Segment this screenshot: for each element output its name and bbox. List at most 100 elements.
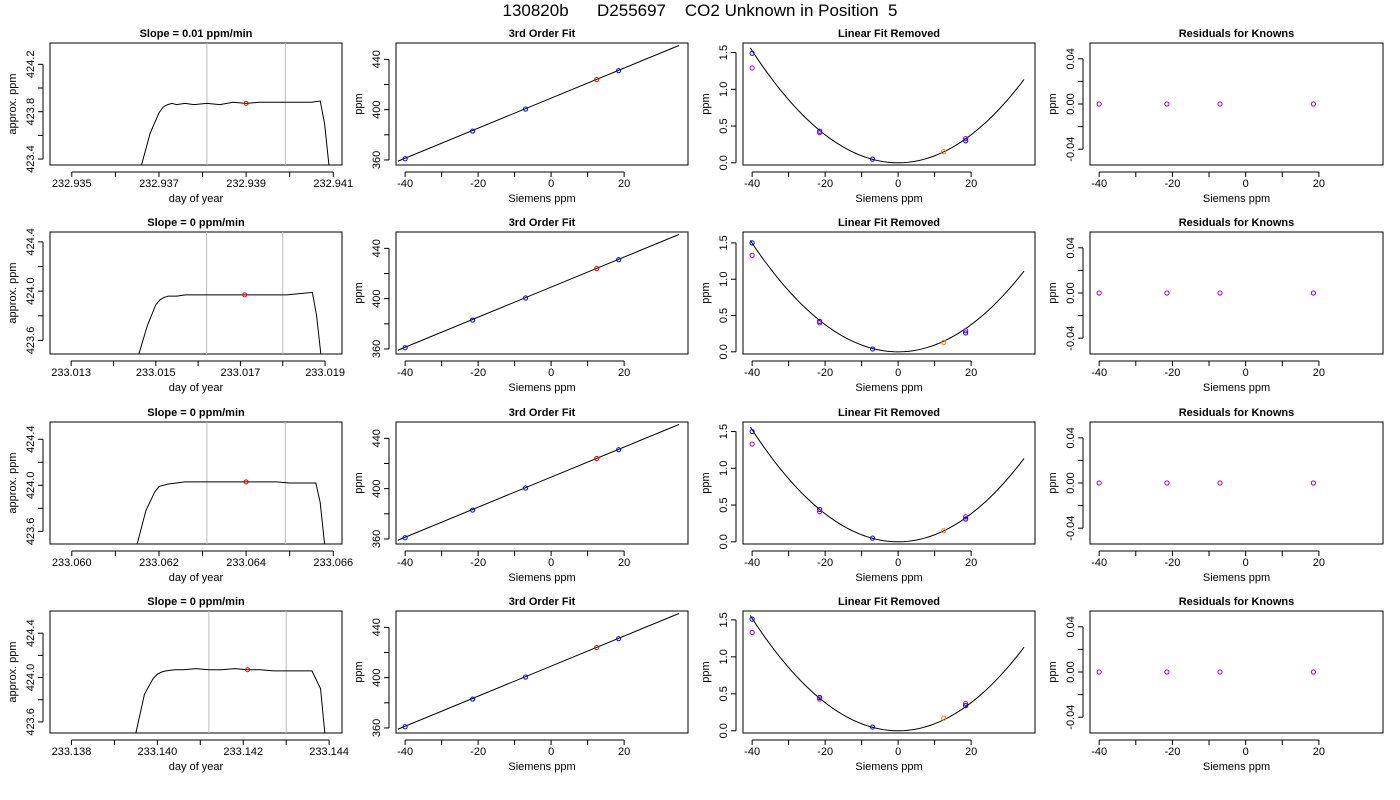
x-tick-label: -20 — [1164, 746, 1180, 758]
y-tick-label: 1.0 — [718, 82, 730, 97]
data-point — [869, 724, 876, 730]
x-axis-label: day of year — [169, 193, 224, 205]
panel-known-2: Residuals for Knowns Siemens ppm ppm -40 -20… — [1047, 217, 1384, 394]
y-tick-label: 0.04 — [1065, 48, 1077, 69]
data-point — [616, 447, 622, 453]
panel-title: Linear Fit Removed — [838, 217, 940, 229]
panel-title: 3rd Order Fit — [509, 407, 576, 419]
x-tick-label: -40 — [397, 557, 413, 569]
data-point — [1164, 480, 1170, 486]
data-point — [817, 130, 823, 136]
x-axis-label: Siemens ppm — [855, 193, 922, 205]
x-axis-label: Siemens ppm — [1203, 761, 1270, 773]
x-axis-label: Siemens ppm — [855, 761, 922, 773]
y-axis-label: ppm — [1047, 661, 1059, 682]
plot-frame — [395, 42, 689, 166]
data-point — [869, 156, 876, 162]
y-axis-label: ppm — [1047, 282, 1059, 303]
x-axis-label: Siemens ppm — [508, 572, 575, 584]
data-point — [749, 240, 755, 246]
y-axis-label: ppm — [353, 661, 365, 682]
plot-frame — [49, 231, 343, 355]
y-tick-label: -0.04 — [1065, 705, 1077, 730]
data-point — [594, 644, 600, 651]
y-axis-label: ppm — [1047, 93, 1059, 114]
panel-title: Residuals for Knowns — [1179, 407, 1295, 419]
data-point — [817, 696, 823, 702]
x-tick-label: 233.144 — [309, 746, 349, 758]
panel-title: 3rd Order Fit — [509, 217, 576, 229]
data-point — [402, 724, 408, 730]
x-tick-label: 232.939 — [226, 178, 266, 190]
data-point — [470, 128, 476, 134]
panel-title: Linear Fit Removed — [838, 28, 940, 40]
x-tick-label: -40 — [1091, 557, 1107, 569]
y-tick-label: 1.0 — [718, 649, 730, 664]
x-tick-label: 232.937 — [139, 178, 179, 190]
y-tick-label: 440 — [371, 618, 383, 636]
data-point — [963, 516, 969, 522]
y-tick-label: 0.0 — [718, 344, 730, 359]
x-tick-label: -20 — [817, 557, 833, 569]
y-tick-label: 0.00 — [1065, 93, 1077, 114]
y-tick-label: -0.04 — [1065, 516, 1077, 541]
figure-title: 130820b D255697 CO2 Unknown in Position … — [502, 1, 898, 20]
quadratic-curve — [749, 240, 1025, 353]
y-tick-label: 440 — [371, 429, 383, 447]
data-point — [941, 149, 947, 155]
data-point — [470, 317, 476, 323]
x-tick-label: -40 — [744, 178, 760, 190]
x-tick-label: 232.941 — [313, 178, 353, 190]
x-tick-label: -20 — [1164, 178, 1180, 190]
data-point — [941, 715, 947, 721]
data-point — [1310, 101, 1317, 107]
x-tick-label: 0 — [1243, 557, 1249, 569]
data-point — [1310, 290, 1317, 296]
x-tick-label: 233.060 — [52, 557, 92, 569]
panel-title: 3rd Order Fit — [509, 28, 576, 40]
x-axis-label: Siemens ppm — [1203, 382, 1270, 394]
data-point — [817, 506, 823, 513]
y-tick-label: 0.00 — [1065, 282, 1077, 303]
y-tick-label: -0.04 — [1065, 326, 1077, 351]
fit-line — [397, 613, 680, 730]
panel-known-3: Residuals for Knowns Siemens ppm ppm -40 -20… — [1047, 407, 1384, 584]
x-axis-label: Siemens ppm — [508, 193, 575, 205]
data-point — [963, 703, 969, 709]
panel-residual-4: Linear Fit Removed Siemens ppm ppm -40 -20 0 2… — [700, 596, 1036, 773]
y-axis-label: ppm — [1047, 472, 1059, 493]
x-axis-label: Siemens ppm — [508, 382, 575, 394]
x-tick-label: 20 — [965, 367, 977, 379]
data-point — [402, 156, 408, 162]
data-point — [749, 65, 755, 71]
y-axis-label: approx. ppm — [7, 73, 19, 134]
y-axis-label: approx. ppm — [7, 452, 19, 513]
plot-frame — [742, 421, 1036, 545]
panel-timeseries-1: Slope = 0.01 ppm/min day of year approx. p… — [7, 28, 353, 205]
plot-frame — [742, 231, 1036, 355]
x-tick-label: -40 — [1091, 367, 1107, 379]
y-tick-label: 1.0 — [718, 272, 730, 287]
panel-title: Residuals for Knowns — [1179, 28, 1295, 40]
data-point — [1217, 669, 1223, 675]
x-axis-label: Siemens ppm — [1203, 572, 1270, 584]
x-axis-label: Siemens ppm — [1203, 193, 1270, 205]
y-tick-label: 1.5 — [718, 45, 730, 60]
y-tick-label: 0.00 — [1065, 472, 1077, 493]
data-point — [1164, 290, 1170, 296]
x-axis-label: day of year — [169, 572, 224, 584]
panel-known-4: Residuals for Knowns Siemens ppm ppm -40 -20… — [1047, 596, 1384, 773]
panel-timeseries-2: Slope = 0 ppm/min day of year approx. ppm 2… — [7, 217, 345, 394]
panel-timeseries-4: Slope = 0 ppm/min day of year approx. ppm 2… — [7, 596, 349, 773]
concentration-trace — [141, 100, 330, 165]
x-tick-label: -20 — [470, 557, 486, 569]
plot-frame — [1089, 421, 1384, 545]
y-tick-label: 0.5 — [718, 686, 730, 701]
mean-marker — [243, 479, 249, 485]
panel-fit-4: 3rd Order Fit Siemens ppm ppm -40 -20 0 20 360 4… — [353, 596, 689, 773]
data-point — [963, 328, 969, 334]
y-tick-label: 0.00 — [1065, 661, 1077, 682]
data-point — [1217, 290, 1223, 296]
y-tick-label: 0.04 — [1065, 427, 1077, 448]
